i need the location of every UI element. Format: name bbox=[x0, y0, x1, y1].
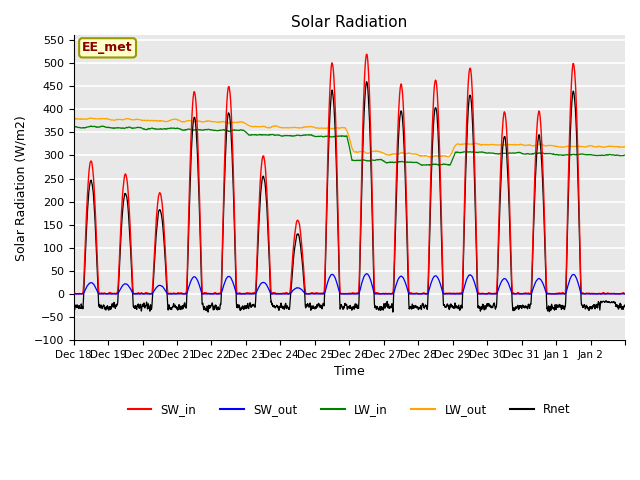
Legend: SW_in, SW_out, LW_in, LW_out, Rnet: SW_in, SW_out, LW_in, LW_out, Rnet bbox=[123, 398, 576, 420]
X-axis label: Time: Time bbox=[334, 365, 365, 379]
Y-axis label: Solar Radiation (W/m2): Solar Radiation (W/m2) bbox=[15, 115, 28, 261]
Text: EE_met: EE_met bbox=[83, 41, 133, 54]
Title: Solar Radiation: Solar Radiation bbox=[291, 15, 408, 30]
